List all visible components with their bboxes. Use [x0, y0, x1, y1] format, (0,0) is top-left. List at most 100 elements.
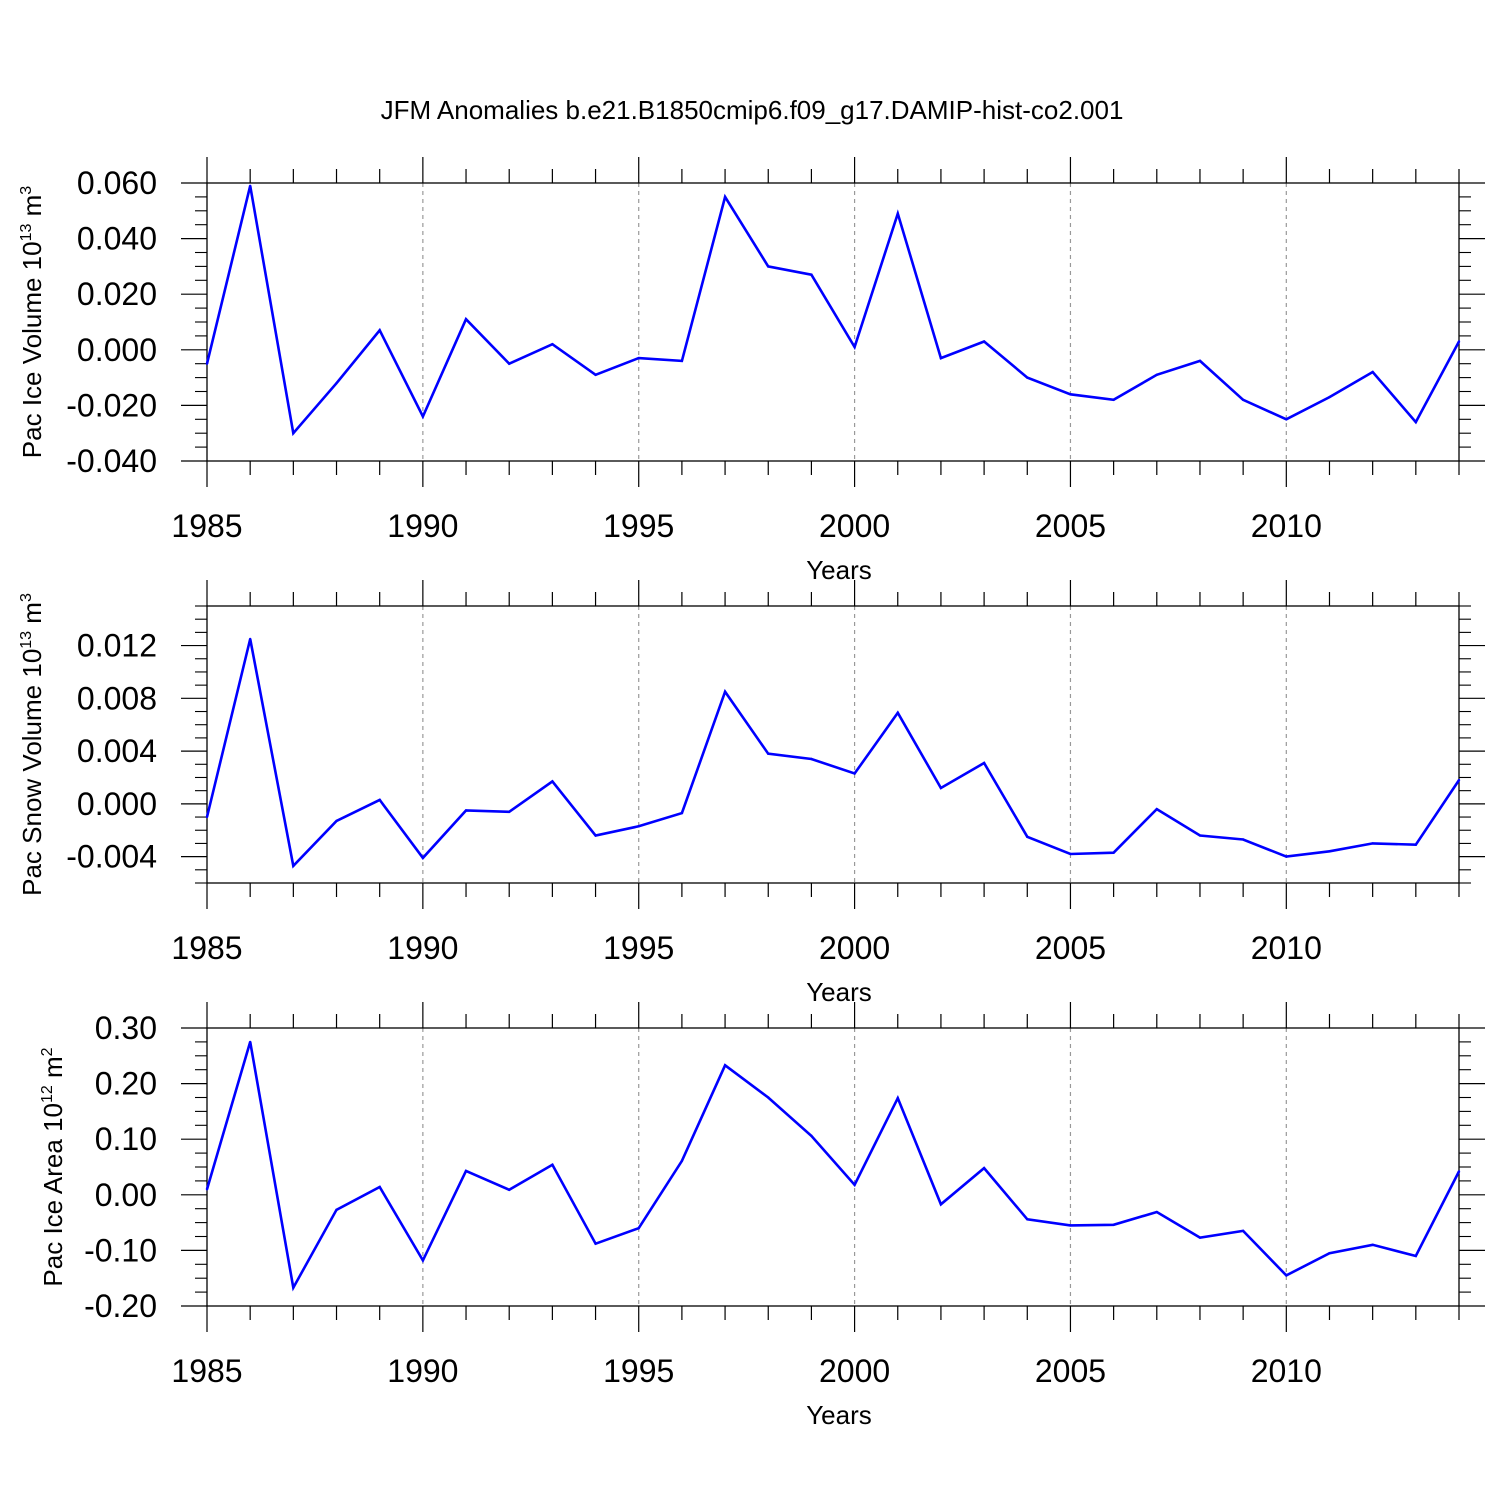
data-point: [594, 834, 597, 837]
x-axis-title: Years: [806, 555, 872, 585]
figure-title: JFM Anomalies b.e21.B1850cmip6.f09_g17.D…: [381, 95, 1124, 125]
data-point: [810, 757, 813, 761]
y-tick-label: -0.020: [66, 387, 157, 423]
x-tick-label: 1990: [387, 508, 458, 544]
data-point: [248, 1040, 252, 1044]
y-axis-title-text: Pac Snow Volume 10: [17, 649, 47, 896]
data-point: [508, 810, 511, 813]
x-tick-label: 2005: [1035, 1353, 1106, 1389]
x-tick-label: 2000: [819, 508, 890, 544]
data-point: [421, 415, 425, 418]
data-point: [1371, 1243, 1374, 1247]
y-tick-label: 0.000: [77, 786, 157, 822]
data-point: [939, 1203, 943, 1206]
y-axis-title-exponent: 12: [39, 1085, 56, 1103]
data-point: [1371, 370, 1374, 374]
data-point: [1026, 1218, 1029, 1221]
y-axis-title-unit: m: [38, 1056, 68, 1085]
y-tick-label: 0.004: [77, 733, 157, 769]
data-point: [637, 825, 640, 828]
data-point: [1285, 1274, 1288, 1277]
data-point: [1414, 420, 1418, 424]
data-point: [421, 856, 425, 860]
data-point: [205, 815, 209, 819]
x-tick-label: 2010: [1251, 508, 1322, 544]
data-point: [464, 809, 468, 812]
data-point: [292, 1286, 295, 1289]
y-tick-label: 0.00: [95, 1177, 157, 1213]
data-point: [1026, 835, 1029, 839]
x-tick-label: 1995: [603, 508, 674, 544]
data-point: [1285, 418, 1288, 421]
data-point: [1285, 855, 1288, 858]
data-point: [551, 343, 554, 346]
data-point: [723, 1064, 727, 1067]
x-tick-label: 1985: [171, 508, 242, 544]
y-axis-title: Pac Ice Area 1012 m2: [38, 1047, 68, 1286]
y-tick-label: 0.020: [77, 276, 157, 312]
y-axis-title-exponent: 13: [18, 631, 35, 649]
series-line: [205, 1041, 1461, 1292]
data-point: [1026, 376, 1029, 379]
data-point: [378, 1185, 381, 1189]
data-point: [723, 690, 727, 693]
y-tick-label: -0.20: [84, 1288, 157, 1324]
data-point: [551, 780, 554, 783]
data-point: [594, 1242, 597, 1245]
data-point: [464, 318, 468, 321]
y-tick-label: -0.004: [66, 839, 157, 875]
data-point: [723, 195, 727, 199]
data-point: [1198, 359, 1202, 363]
data-point: [1155, 1210, 1158, 1214]
y-axis-title-exponent: 13: [18, 223, 35, 241]
data-point: [594, 373, 597, 377]
data-point: [767, 752, 770, 755]
data-point: [292, 432, 295, 435]
data-point: [248, 184, 252, 187]
data-point: [1241, 1229, 1245, 1233]
x-tick-label: 1995: [603, 1353, 674, 1389]
data-point: [1112, 1223, 1115, 1227]
data-point: [1155, 807, 1158, 811]
data-point: [205, 362, 209, 365]
plot-frame: [206, 1027, 1460, 1307]
chart-panel-1: 1985 1990 1995 2000 2005 2010 Years -0.040 -0.02…: [17, 157, 1485, 585]
data-point: [982, 340, 986, 343]
data-point: [896, 1096, 899, 1100]
x-tick-label: 1995: [603, 930, 674, 966]
y-tick-label: 0.040: [77, 221, 157, 257]
data-point: [1457, 340, 1461, 343]
y-tick-label: 0.10: [95, 1121, 157, 1157]
data-point: [853, 772, 856, 775]
data-point: [1328, 850, 1331, 853]
data-point: [1198, 834, 1202, 837]
plot-frame: [206, 605, 1460, 884]
data-point: [853, 345, 856, 349]
data-point: [982, 761, 986, 765]
data-point: [896, 212, 899, 215]
data-point: [1069, 393, 1072, 396]
data-point: [767, 1096, 770, 1099]
x-tick-label: 2005: [1035, 508, 1106, 544]
y-tick-label: 0.012: [77, 628, 157, 664]
data-point: [810, 273, 813, 276]
x-tick-label: 2000: [819, 930, 890, 966]
x-tick-label: 2000: [819, 1353, 890, 1389]
x-axis-title: Years: [806, 977, 872, 1007]
y-axis-title: Pac Ice Volume 1013 m3: [17, 186, 47, 459]
data-point: [637, 356, 640, 360]
data-point: [205, 1188, 209, 1191]
data-point: [1069, 852, 1072, 856]
plot-frame: [206, 182, 1460, 462]
data-point: [1069, 1224, 1072, 1227]
y-axis-title-unit-exponent: 2: [39, 1047, 56, 1056]
x-tick-label: 1990: [387, 1353, 458, 1389]
data-point: [680, 1159, 684, 1163]
data-point: [1457, 1170, 1461, 1173]
y-tick-label: 0.060: [77, 165, 157, 201]
data-point: [1328, 395, 1331, 399]
data-point: [421, 1259, 425, 1262]
x-tick-label: 2010: [1251, 1353, 1322, 1389]
y-axis-title-unit-exponent: 3: [18, 186, 35, 195]
